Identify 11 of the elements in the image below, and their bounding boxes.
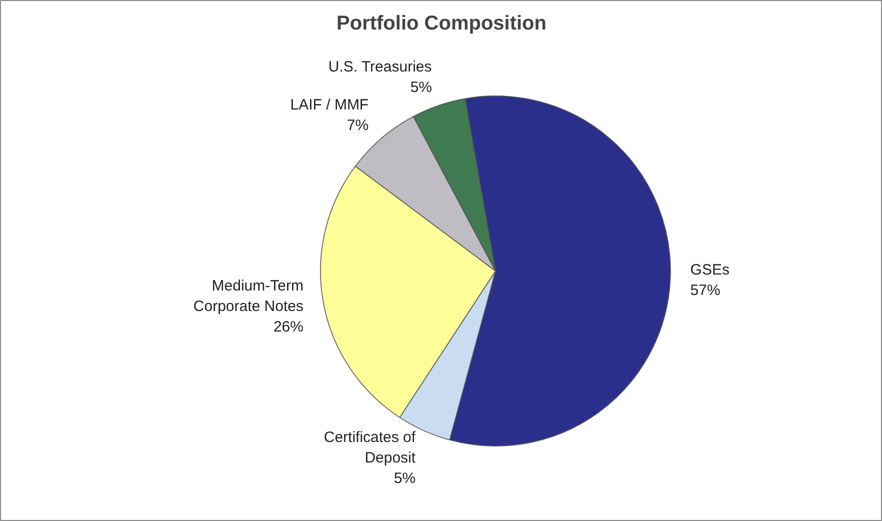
slice-label: GSEs bbox=[690, 262, 730, 279]
chart-title: Portfolio Composition bbox=[336, 12, 546, 34]
slice-label: LAIF / MMF bbox=[290, 96, 369, 114]
slice-label: U.S. Treasuries bbox=[328, 58, 432, 76]
data-label: 5% bbox=[410, 78, 432, 96]
data-label: 7% bbox=[346, 117, 369, 134]
data-label: 57% bbox=[690, 282, 720, 299]
slice-label: Medium-Term Corporate Notes bbox=[193, 278, 304, 316]
slice-label: Certificates of Deposit bbox=[324, 429, 416, 466]
data-label: 26% bbox=[273, 318, 304, 336]
data-label: 5% bbox=[394, 470, 416, 487]
